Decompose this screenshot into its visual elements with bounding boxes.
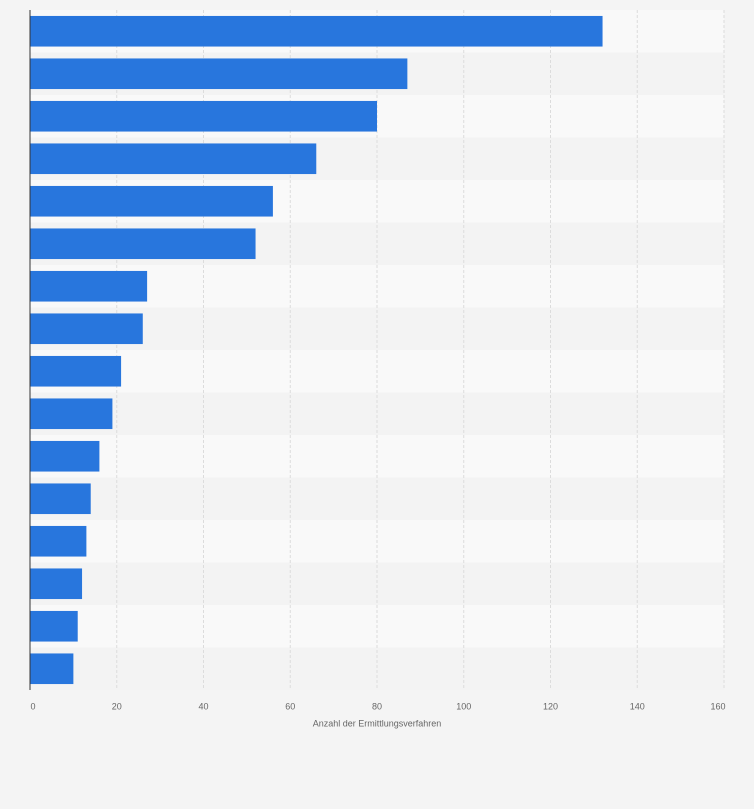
x-tick-label: 120 [543, 701, 558, 711]
bar [30, 653, 74, 685]
bar [30, 440, 100, 472]
row-band [30, 477, 724, 520]
x-tick-label: 0 [30, 701, 35, 711]
x-tick-label: 60 [285, 701, 295, 711]
x-tick-label: 40 [198, 701, 208, 711]
row-band [30, 562, 724, 605]
x-tick-label: 80 [372, 701, 382, 711]
row-band [30, 392, 724, 435]
bar [30, 483, 91, 515]
bar [30, 185, 273, 217]
bar [30, 143, 317, 175]
x-tick-label: 100 [456, 701, 471, 711]
bar [30, 313, 143, 345]
x-tick-label: 140 [630, 701, 645, 711]
row-band [30, 647, 724, 690]
bar [30, 398, 113, 430]
x-axis-title: Anzahl der Ermittlungsverfahren [313, 718, 442, 728]
bar [30, 228, 256, 260]
bar [30, 568, 83, 600]
bar [30, 100, 377, 132]
bar [30, 355, 122, 387]
x-tick-label: 20 [112, 701, 122, 711]
bar [30, 15, 603, 47]
bar [30, 610, 78, 642]
bar [30, 525, 87, 557]
bar [30, 58, 408, 90]
bar [30, 270, 148, 302]
x-tick-label: 160 [710, 701, 725, 711]
